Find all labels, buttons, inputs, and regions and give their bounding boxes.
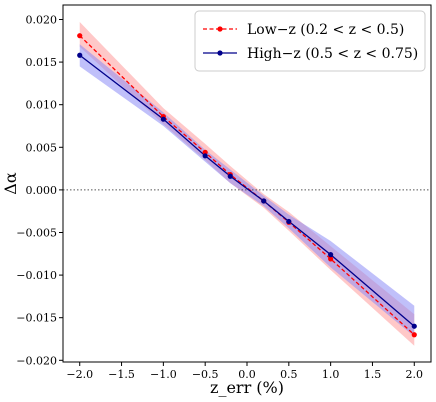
y-tick-label: −0.015: [16, 312, 57, 325]
point-series-1: [411, 332, 417, 338]
series-points: [77, 33, 417, 338]
x-tick-label: 1.0: [322, 368, 340, 381]
line-series-2: [79, 54, 415, 327]
point-series-2: [77, 52, 83, 58]
legend-box: [194, 10, 426, 72]
point-series-2: [286, 218, 292, 225]
legend-label-series-2: High−z (0.5 < z < 0.75): [247, 46, 418, 62]
legend: Low−z (0.2 < z < 0.5) High−z (0.5 < z < 0…: [194, 10, 426, 72]
point-series-2: [328, 252, 334, 258]
y-tick-label: −0.005: [16, 226, 57, 239]
y-axis-ticks: 0.020 0.015 0.010 0.005 0.000 −0.005 −0.010 −0.…: [16, 13, 63, 367]
y-tick-label: 0.015: [26, 56, 58, 69]
x-tick-label: 2.0: [406, 368, 424, 381]
point-series-2: [227, 173, 233, 179]
legend-label-series-1: Low−z (0.2 < z < 0.5): [247, 22, 404, 38]
x-axis-label: z_err (%): [210, 378, 284, 397]
point-series-2: [411, 323, 417, 329]
point-series-1: [77, 33, 83, 39]
y-tick-label: 0.000: [26, 184, 58, 197]
x-tick-label: 0.5: [280, 368, 298, 381]
x-tick-label: −0.5: [192, 368, 219, 381]
x-tick-label: 0.0: [238, 368, 256, 381]
point-series-1: [328, 256, 334, 262]
point-series-2: [202, 153, 208, 159]
line-series-1: [79, 35, 415, 336]
y-tick-label: −0.020: [16, 354, 57, 367]
x-tick-label: −1.5: [108, 368, 135, 381]
x-axis-ticks: −2.0 −1.5 −1.0 −0.5 0.0 0.5 1.0 1.5 2.0: [66, 362, 423, 381]
y-axis-label: Δα: [1, 172, 20, 195]
y-tick-label: −0.010: [16, 269, 57, 282]
y-tick-label: 0.020: [26, 13, 58, 26]
series-lines: [79, 35, 415, 336]
legend-marker-series-1: [217, 26, 223, 32]
point-series-2: [160, 116, 166, 122]
point-series-2: [261, 198, 267, 204]
x-tick-label: −1.0: [150, 368, 177, 381]
x-tick-label: 1.5: [364, 368, 382, 381]
legend-marker-series-2: [217, 50, 223, 56]
x-tick-label: −2.0: [66, 368, 93, 381]
y-tick-label: 0.010: [26, 99, 58, 112]
y-tick-label: 0.005: [26, 141, 58, 154]
